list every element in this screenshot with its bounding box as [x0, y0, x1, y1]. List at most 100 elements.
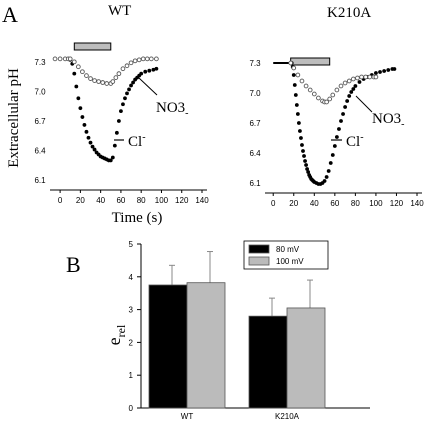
y-ticks-k210a: 6.1 6.4 6.7 7.0 7.3 [249, 59, 261, 188]
bar-y-tick-label: 2 [129, 338, 134, 347]
data-point-cl [112, 143, 117, 148]
data-point-cl [326, 169, 331, 173]
data-point-cl [82, 123, 87, 127]
data-point-no3 [96, 79, 101, 84]
data-point-cl [347, 94, 352, 98]
data-point-cl [92, 147, 97, 152]
bar-y-tick-label: 4 [129, 273, 134, 282]
bar-error-bars [169, 251, 313, 317]
y-tick-label: 6.7 [249, 119, 261, 128]
data-point-no3 [291, 65, 297, 71]
data-point-cl [76, 96, 81, 101]
data-point-no3 [148, 56, 154, 62]
bar-chart: erel 0 1 2 3 4 5 WT K210A 80 mV 100 mV [104, 240, 370, 421]
data-point-no3 [311, 91, 317, 97]
data-point-no3 [80, 69, 85, 75]
data-point-cl [357, 80, 362, 84]
series-no3 [52, 56, 159, 86]
y-tick-label: 6.1 [249, 179, 261, 188]
bar-y-tick-label: 3 [129, 306, 134, 315]
data-point-no3 [88, 76, 93, 81]
bar-y-ticks: 0 1 2 3 4 5 [129, 240, 141, 413]
data-point-cl [305, 167, 310, 171]
x-tick-label: 0 [58, 196, 63, 205]
data-point-cl [123, 96, 127, 101]
x-ticks-wt: 0 20 40 60 80 100 120 140 [58, 190, 209, 205]
x-ticks-k210a: 0 20 40 60 80 100 120 140 [271, 193, 424, 208]
no3-leader-k210a [355, 95, 373, 113]
data-point-no3 [92, 78, 97, 83]
data-point-cl [328, 161, 333, 165]
data-point-cl [303, 159, 307, 163]
data-point-no3 [338, 83, 344, 89]
data-point-no3 [346, 78, 352, 84]
bars [148, 282, 326, 409]
data-point-no3 [363, 74, 368, 80]
data-point-no3 [355, 75, 360, 81]
data-point-cl [351, 87, 356, 91]
legend-label: 80 mV [276, 245, 300, 254]
data-point-cl [345, 99, 350, 103]
data-point-cl [304, 163, 308, 167]
y-tick-label: 6.7 [34, 117, 46, 126]
bar-legend: 80 mV 100 mV [243, 240, 329, 270]
data-point-cl [295, 112, 300, 116]
data-point-no3 [288, 60, 294, 66]
y-tick-label: 6.4 [249, 149, 261, 158]
data-point-cl [382, 69, 387, 73]
data-point-no3 [327, 96, 333, 102]
data-point-no3 [71, 59, 77, 65]
data-point-cl [378, 70, 382, 74]
plot-wt: WT 0 20 40 60 80 100 120 140 6.1 6.4 6.7 7.0 7.3 NO… [34, 3, 209, 205]
x-tick-label: 0 [271, 199, 276, 208]
x-tick-label: 40 [310, 199, 319, 208]
y-tick-label: 6.1 [34, 176, 46, 185]
data-point-no3 [342, 80, 348, 86]
bar-y-axis-label: erel [104, 324, 128, 345]
data-point-no3 [104, 81, 110, 86]
data-point-no3 [350, 76, 356, 82]
data-point-cl [339, 119, 343, 123]
data-point-no3 [367, 74, 373, 80]
x-axis-label: Time (s) [112, 210, 163, 226]
data-point-cl [294, 103, 299, 107]
data-point-no3 [116, 71, 122, 77]
data-point-no3 [128, 60, 134, 66]
x-tick-label: 80 [137, 196, 146, 205]
data-point-cl [84, 129, 89, 134]
data-point-cl [108, 158, 113, 163]
data-point-no3 [100, 80, 106, 85]
data-point-cl [139, 71, 144, 76]
data-point-cl [114, 130, 119, 135]
data-point-cl [119, 109, 123, 114]
data-point-cl [121, 102, 125, 107]
x-tick-label: 140 [410, 199, 424, 208]
y-ticks-wt: 6.1 6.4 6.7 7.0 7.3 [34, 58, 46, 185]
x-tick-label: 120 [175, 196, 189, 205]
bar-category-label: WT [181, 412, 194, 421]
data-point-cl [72, 71, 77, 76]
y-tick-label: 7.0 [34, 87, 46, 96]
data-point-no3 [124, 63, 130, 69]
bar-y-tick-label: 1 [129, 371, 134, 380]
x-tick-label: 20 [76, 196, 85, 205]
data-point-cl [334, 135, 339, 139]
data-point-cl [88, 140, 93, 145]
no3-leader-wt [138, 77, 158, 96]
data-point-no3 [84, 73, 89, 78]
data-point-cl [374, 71, 378, 75]
data-point-cl [392, 67, 397, 71]
bar-k210a-80mv [248, 315, 288, 409]
y-tick-label: 7.3 [34, 58, 46, 67]
data-point-no3 [330, 92, 336, 98]
no3-annotation-wt: NO3- [156, 100, 189, 119]
data-point-no3 [52, 56, 58, 62]
x-tick-label: 60 [116, 196, 125, 205]
data-point-cl [131, 80, 135, 85]
data-point-cl [330, 153, 335, 157]
data-point-cl [300, 143, 304, 147]
panel-label-a: A [2, 2, 18, 27]
data-point-no3 [136, 57, 142, 63]
no3-annotation-k210a: NO3- [372, 111, 405, 130]
y-tick-label: 7.3 [249, 59, 261, 68]
